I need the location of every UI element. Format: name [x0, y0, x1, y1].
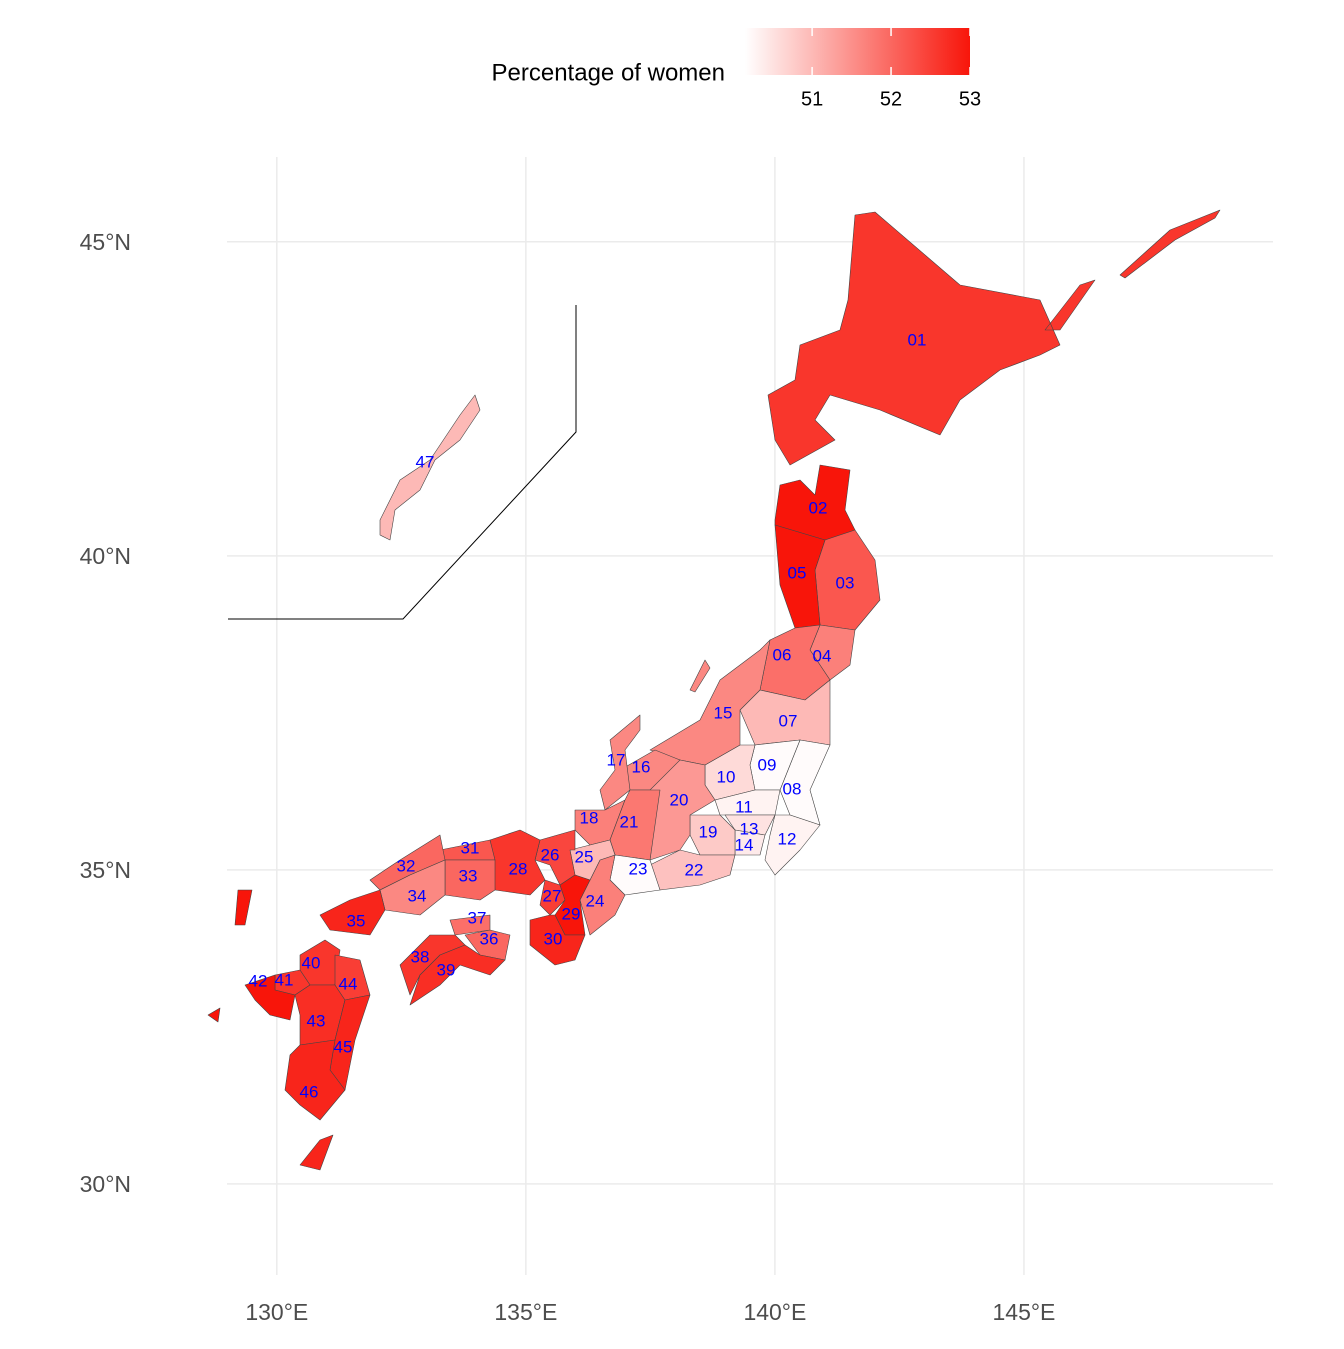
- colorbar: [745, 28, 970, 75]
- prefecture-code: 09: [758, 755, 777, 774]
- y-tick-label: 30°N: [80, 1171, 131, 1197]
- prefecture-code: 30: [544, 929, 563, 948]
- y-tick-label: 40°N: [80, 543, 131, 569]
- prefecture: [714, 789, 781, 816]
- prefecture-code: 24: [586, 891, 605, 910]
- prefecture-code: 38: [411, 947, 430, 966]
- x-tick-label: 145°E: [992, 1299, 1055, 1325]
- inset-border: [228, 305, 577, 620]
- prefecture-code: 45: [334, 1037, 353, 1056]
- prefecture: [539, 879, 566, 916]
- prefecture-code: 41: [275, 970, 294, 989]
- prefecture-code: 34: [408, 886, 427, 905]
- prefecture: [409, 944, 506, 1006]
- legend-tick-label: 51: [801, 88, 823, 110]
- prefecture-code: 25: [575, 847, 594, 866]
- prefectures: [207, 209, 1221, 1171]
- prefecture-code: 23: [629, 859, 648, 878]
- prefecture-code: 03: [836, 573, 855, 592]
- x-tick-label: 135°E: [494, 1299, 557, 1325]
- prefecture: [379, 394, 481, 541]
- prefecture: [764, 814, 821, 876]
- prefecture-code: 28: [509, 859, 528, 878]
- prefecture-code: 16: [632, 757, 651, 776]
- prefecture: [284, 1039, 346, 1171]
- prefecture: [767, 209, 1221, 466]
- prefecture-code: 06: [773, 645, 792, 664]
- prefecture-code: 26: [541, 845, 560, 864]
- prefecture-code: 11: [735, 797, 753, 816]
- prefecture-code: 15: [714, 703, 733, 722]
- prefecture-code: 10: [717, 767, 736, 786]
- legend-title: Percentage of women: [492, 59, 725, 86]
- prefecture-code: 02: [809, 498, 828, 517]
- prefecture-code: 01: [908, 330, 927, 349]
- prefecture-code: 39: [437, 960, 456, 979]
- legend: 51 52 53: [801, 28, 981, 110]
- prefecture-code: 14: [735, 835, 754, 854]
- prefecture-code: 31: [461, 838, 480, 857]
- prefecture: [207, 889, 296, 1023]
- legend-tick-label: 52: [880, 88, 902, 110]
- prefecture: [319, 889, 386, 936]
- prefecture-code: 05: [788, 563, 807, 582]
- x-tick-label: 140°E: [743, 1299, 806, 1325]
- prefecture-code: 07: [779, 711, 798, 730]
- prefecture-code: 22: [685, 860, 704, 879]
- prefecture: [529, 914, 586, 966]
- prefecture-code: 44: [339, 974, 358, 993]
- prefecture-code: 32: [397, 856, 416, 875]
- prefecture-code: 13: [740, 819, 759, 838]
- prefecture-code: 42: [249, 971, 268, 990]
- prefecture: [449, 914, 491, 936]
- prefecture-code: 08: [783, 779, 802, 798]
- prefecture: [489, 829, 546, 896]
- prefecture-code: 21: [620, 812, 639, 831]
- prefecture-code: 43: [307, 1011, 326, 1030]
- prefecture-code: 19: [699, 822, 718, 841]
- legend-tick-label: 53: [959, 88, 981, 110]
- prefecture-code: 29: [562, 904, 581, 923]
- prefecture-code: 33: [459, 866, 478, 885]
- prefecture: [649, 849, 736, 891]
- prefecture-code: 17: [607, 750, 626, 769]
- x-tick-label: 130°E: [245, 1299, 308, 1325]
- prefecture-code: 46: [300, 1082, 319, 1101]
- prefecture-code: 40: [302, 953, 321, 972]
- y-tick-label: 45°N: [80, 229, 131, 255]
- prefecture-code: 27: [543, 886, 562, 905]
- prefecture-code: 36: [480, 929, 499, 948]
- prefecture-code: 04: [813, 646, 832, 665]
- prefecture-code: 47: [416, 452, 435, 471]
- prefecture-code: 35: [347, 911, 366, 930]
- prefecture-code: 12: [778, 829, 797, 848]
- y-tick-label: 35°N: [80, 857, 131, 883]
- prefecture-code: 37: [468, 908, 487, 927]
- prefecture-code: 20: [670, 790, 689, 809]
- prefecture-code: 18: [580, 808, 599, 827]
